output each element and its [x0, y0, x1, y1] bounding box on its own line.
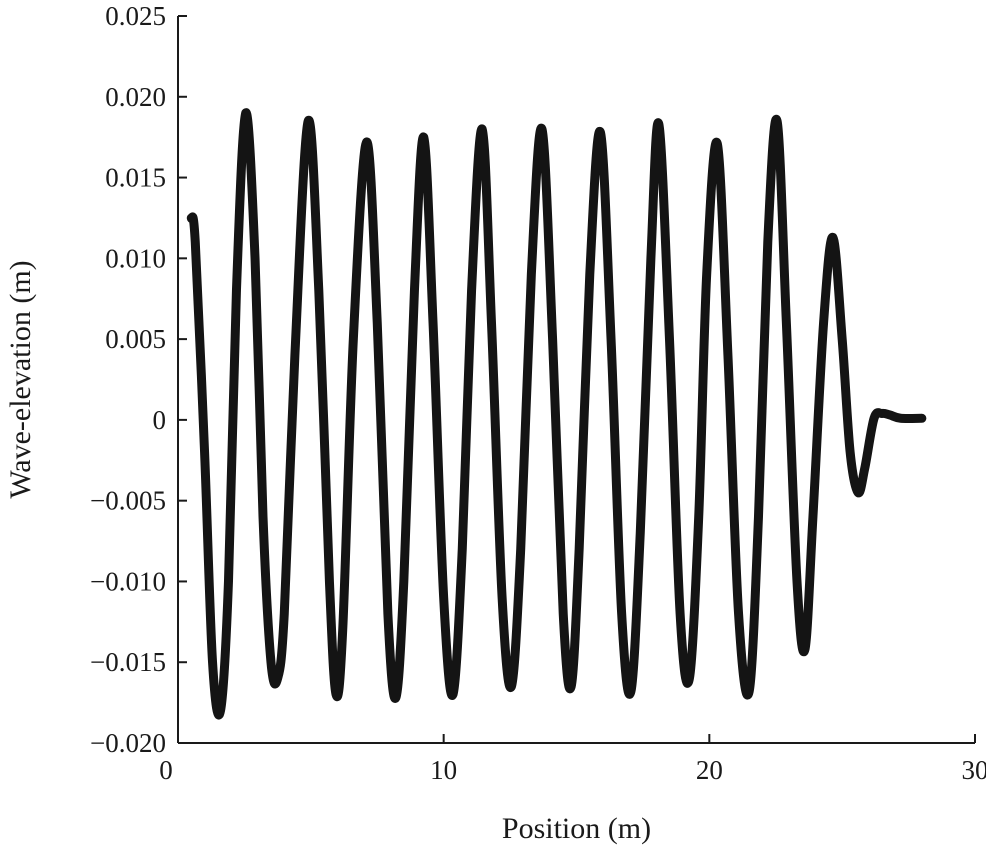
y-tick-label: 0.020: [105, 82, 166, 112]
y-tick-label: 0.015: [105, 163, 166, 193]
y-tick-label: 0.025: [105, 1, 166, 31]
y-tick-label: 0.005: [105, 324, 166, 354]
x-axis-title: Position (m): [502, 812, 651, 845]
y-tick-label: −0.005: [90, 486, 166, 516]
y-tick-label: −0.010: [90, 566, 166, 596]
x-tick-label: 10: [430, 755, 457, 785]
x-tick-label: 30: [962, 755, 986, 785]
y-axis-title: Wave-elevation (m): [4, 260, 37, 498]
y-tick-label: 0.010: [105, 243, 166, 273]
y-tick-label: −0.015: [90, 647, 166, 677]
x-tick-label: 20: [696, 755, 723, 785]
series-line-wave-elevation: [186, 108, 927, 720]
x-tick-label: 0: [159, 755, 173, 785]
y-tick-label: −0.020: [90, 728, 166, 758]
y-axis-ticks: 0.025 0.020 0.015 0.010 0.005 0 −0.005 −0.010 −0…: [90, 1, 187, 758]
y-tick-label: 0: [153, 405, 167, 435]
x-axis-ticks: 0 10 20 30: [159, 734, 986, 785]
